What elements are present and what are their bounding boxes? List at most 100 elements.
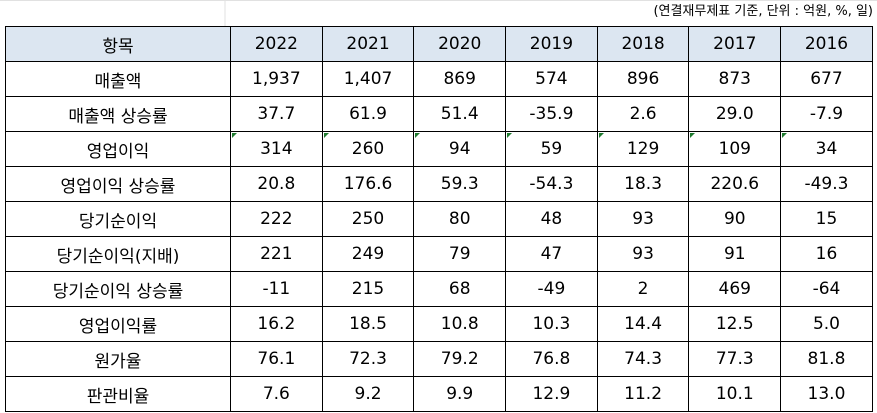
cell-error-marker-icon bbox=[782, 133, 788, 138]
value-cell[interactable]: 129 bbox=[596, 131, 690, 167]
cell-error-marker-icon bbox=[232, 133, 237, 138]
value-cell[interactable]: 59 bbox=[505, 131, 598, 167]
value-cell[interactable]: 7.6 bbox=[230, 376, 323, 412]
value-cell[interactable]: 20.8 bbox=[230, 166, 323, 202]
value-cell[interactable]: 869 bbox=[413, 61, 507, 97]
value-cell[interactable]: 80 bbox=[413, 201, 507, 237]
value-cell[interactable]: 2 bbox=[596, 271, 690, 307]
value-cell[interactable]: 10.3 bbox=[505, 306, 598, 342]
value-cell[interactable]: 68 bbox=[413, 271, 507, 307]
row-label-cell[interactable]: 영업이익률 bbox=[5, 306, 231, 342]
value-cell[interactable]: 1,407 bbox=[321, 61, 415, 97]
value-cell[interactable]: 677 bbox=[780, 61, 873, 97]
value-cell[interactable]: 9.2 bbox=[321, 376, 415, 412]
value-cell[interactable]: 469 bbox=[688, 271, 782, 307]
value-cell[interactable]: 61.9 bbox=[321, 96, 415, 132]
value-cell[interactable]: 9.9 bbox=[413, 376, 507, 412]
row-label-cell[interactable]: 매출액 상승률 bbox=[5, 96, 231, 132]
header-cell-year[interactable]: 2020 bbox=[413, 26, 507, 62]
table-row: 원가율 76.1 72.3 79.2 76.8 74.3 77.3 81.8 bbox=[5, 341, 873, 377]
value-cell[interactable]: 250 bbox=[321, 201, 415, 237]
value-cell[interactable]: 12.5 bbox=[688, 306, 782, 342]
value-cell[interactable]: 90 bbox=[688, 201, 782, 237]
table-row: 당기순이익(지배) 221 249 79 47 93 91 16 bbox=[5, 236, 873, 272]
value-cell[interactable]: 93 bbox=[596, 201, 690, 237]
value-cell[interactable]: 59.3 bbox=[413, 166, 507, 202]
value-cell[interactable]: -49 bbox=[505, 271, 598, 307]
cell-error-marker-icon bbox=[507, 133, 513, 138]
header-cell-year[interactable]: 2016 bbox=[780, 26, 873, 62]
value-cell[interactable]: 51.4 bbox=[413, 96, 507, 132]
table-row: 영업이익 314 260 94 59 129 109 34 bbox=[5, 131, 873, 167]
value-cell[interactable]: 176.6 bbox=[321, 166, 415, 202]
value-cell[interactable]: 260 bbox=[321, 131, 415, 167]
value-cell[interactable]: 79.2 bbox=[413, 341, 507, 377]
value-cell[interactable]: 16 bbox=[780, 236, 873, 272]
value-cell[interactable]: 77.3 bbox=[688, 341, 782, 377]
value-cell[interactable]: 29.0 bbox=[688, 96, 782, 132]
value-cell[interactable]: 10.8 bbox=[413, 306, 507, 342]
header-cell-year[interactable]: 2018 bbox=[596, 26, 690, 62]
table-row: 당기순이익 상승률 -11 215 68 -49 2 469 -64 bbox=[5, 271, 873, 307]
value-cell[interactable]: 215 bbox=[321, 271, 415, 307]
value-cell[interactable]: 76.8 bbox=[505, 341, 598, 377]
value-cell[interactable]: 12.9 bbox=[505, 376, 598, 412]
value-cell[interactable]: 222 bbox=[230, 201, 323, 237]
value-cell[interactable]: -54.3 bbox=[505, 166, 598, 202]
header-cell-item[interactable]: 항목 bbox=[5, 26, 231, 62]
value-cell[interactable]: 249 bbox=[321, 236, 415, 272]
value-cell[interactable]: 18.5 bbox=[321, 306, 415, 342]
value-cell[interactable]: 11.2 bbox=[596, 376, 690, 412]
value-cell[interactable]: 109 bbox=[688, 131, 782, 167]
unit-note: (연결재무제표 기준, 단위 : 억원, %, 일) bbox=[653, 4, 873, 19]
value-cell[interactable]: 15 bbox=[780, 201, 873, 237]
value-cell[interactable]: 37.7 bbox=[230, 96, 323, 132]
value-cell[interactable]: 896 bbox=[596, 61, 690, 97]
row-label-cell[interactable]: 당기순이익 bbox=[5, 201, 231, 237]
value-cell[interactable]: 76.1 bbox=[230, 341, 323, 377]
header-cell-year[interactable]: 2022 bbox=[230, 26, 323, 62]
value-cell[interactable]: 91 bbox=[688, 236, 782, 272]
value-cell[interactable]: 16.2 bbox=[230, 306, 323, 342]
header-cell-year[interactable]: 2017 bbox=[688, 26, 782, 62]
value-cell[interactable]: 14.4 bbox=[596, 306, 690, 342]
table-row: 당기순이익 222 250 80 48 93 90 15 bbox=[5, 201, 873, 237]
value-cell[interactable]: 18.3 bbox=[596, 166, 690, 202]
value-cell[interactable]: 74.3 bbox=[596, 341, 690, 377]
value-cell[interactable]: 93 bbox=[596, 236, 690, 272]
row-label-cell[interactable]: 판관비율 bbox=[5, 376, 231, 412]
value-cell[interactable]: -35.9 bbox=[505, 96, 598, 132]
value-cell[interactable]: 79 bbox=[413, 236, 507, 272]
header-cell-year[interactable]: 2019 bbox=[505, 26, 598, 62]
value-cell[interactable]: -7.9 bbox=[780, 96, 873, 132]
value-cell[interactable]: -11 bbox=[230, 271, 323, 307]
value-cell[interactable]: 1,937 bbox=[230, 61, 323, 97]
header-cell-year[interactable]: 2021 bbox=[321, 26, 415, 62]
value-cell[interactable]: 48 bbox=[505, 201, 598, 237]
value-cell[interactable]: 81.8 bbox=[780, 341, 873, 377]
row-label-cell[interactable]: 영업이익 상승률 bbox=[5, 166, 231, 202]
value-cell[interactable]: -64 bbox=[780, 271, 873, 307]
row-label-cell[interactable]: 당기순이익 상승률 bbox=[5, 271, 231, 307]
value-cell[interactable]: 94 bbox=[413, 131, 507, 167]
value-cell[interactable]: 221 bbox=[230, 236, 323, 272]
value-cell[interactable]: 2.6 bbox=[596, 96, 690, 132]
row-label-cell[interactable]: 당기순이익(지배) bbox=[5, 236, 231, 272]
value-cell[interactable]: 873 bbox=[688, 61, 782, 97]
value-cell[interactable]: 34 bbox=[780, 131, 873, 167]
value-cell[interactable]: 13.0 bbox=[780, 376, 873, 412]
value-cell[interactable]: 47 bbox=[505, 236, 598, 272]
value-cell[interactable]: 574 bbox=[505, 61, 598, 97]
row-label-cell[interactable]: 매출액 bbox=[5, 61, 231, 97]
value-cell[interactable]: 72.3 bbox=[321, 341, 415, 377]
value-cell[interactable]: 10.1 bbox=[688, 376, 782, 412]
value-cell[interactable]: 5.0 bbox=[780, 306, 873, 342]
cell-error-marker-icon bbox=[598, 133, 604, 138]
value-cell[interactable]: 220.6 bbox=[688, 166, 782, 202]
row-label-cell[interactable]: 영업이익 bbox=[5, 131, 231, 167]
value-cell[interactable]: 314 bbox=[230, 131, 323, 167]
row-label-cell[interactable]: 원가율 bbox=[5, 341, 231, 377]
table-row: 매출액 상승률 37.7 61.9 51.4 -35.9 2.6 29.0 -7.9 bbox=[5, 96, 873, 132]
cell-error-marker-icon bbox=[323, 133, 329, 138]
value-cell[interactable]: -49.3 bbox=[780, 166, 873, 202]
